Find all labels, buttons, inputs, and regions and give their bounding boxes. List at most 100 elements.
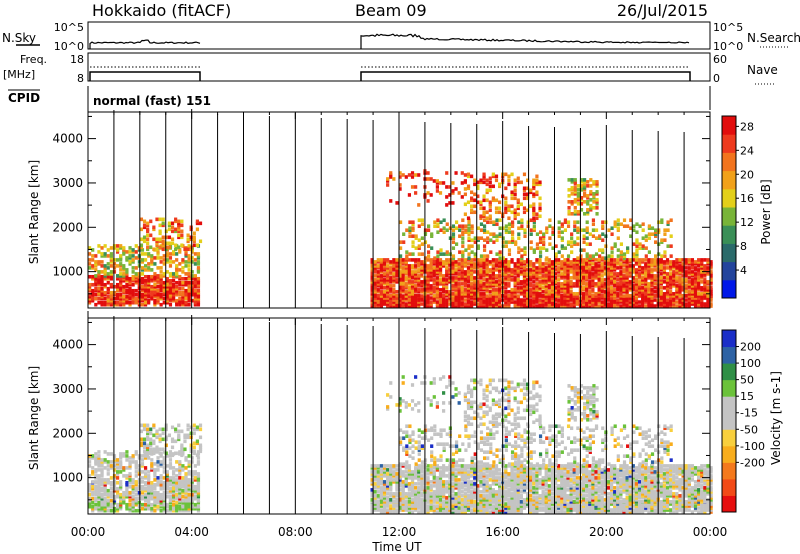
heatmap-cell bbox=[553, 264, 558, 268]
heatmap-cell bbox=[575, 264, 579, 268]
heatmap-cell bbox=[100, 294, 104, 299]
heatmap-cell bbox=[196, 252, 201, 256]
heatmap-cell bbox=[420, 288, 424, 292]
heatmap-cell bbox=[190, 484, 194, 489]
heatmap-cell bbox=[165, 290, 169, 295]
heatmap-cell bbox=[535, 246, 540, 250]
heatmap-cell bbox=[522, 302, 527, 306]
heatmap-cell bbox=[175, 494, 179, 499]
heatmap-cell bbox=[473, 288, 477, 292]
heatmap-cell bbox=[190, 480, 194, 484]
heatmap-cell bbox=[97, 250, 101, 254]
heatmap-cell bbox=[190, 282, 194, 287]
heatmap-cell bbox=[382, 294, 387, 298]
heatmap-cell bbox=[575, 284, 579, 288]
heatmap-cell bbox=[196, 302, 201, 307]
heatmap-cell bbox=[479, 214, 483, 219]
heatmap-cell bbox=[103, 498, 107, 503]
heatmap-cell bbox=[171, 486, 176, 491]
heatmap-cell bbox=[382, 274, 387, 278]
heatmap-cell bbox=[510, 204, 514, 209]
heatmap-cell bbox=[91, 484, 95, 489]
heatmap-cell bbox=[370, 260, 374, 264]
heatmap-cell bbox=[572, 274, 576, 278]
heatmap-cell bbox=[541, 300, 545, 304]
heatmap-cell bbox=[659, 260, 663, 264]
heatmap-cell bbox=[414, 234, 418, 238]
heatmap-cell bbox=[570, 192, 574, 196]
heatmap-cell bbox=[379, 284, 384, 288]
heatmap-cell bbox=[504, 240, 508, 244]
heatmap-cell bbox=[550, 260, 555, 264]
heatmap-cell bbox=[479, 178, 483, 183]
heatmap-cell bbox=[184, 482, 188, 487]
heatmap-cell bbox=[156, 460, 160, 464]
heatmap-cell bbox=[165, 298, 169, 303]
heatmap-cell bbox=[488, 216, 492, 221]
heatmap-cell bbox=[407, 264, 412, 268]
heatmap-cell bbox=[644, 266, 648, 270]
heatmap-cell bbox=[529, 278, 533, 282]
heatmap-cell bbox=[485, 190, 489, 195]
heatmap-cell bbox=[522, 276, 527, 280]
heatmap-cell bbox=[535, 304, 539, 308]
heatmap-cell bbox=[522, 172, 527, 177]
heatmap-cell bbox=[143, 252, 148, 256]
heatmap-cell bbox=[184, 456, 188, 460]
heatmap-cell bbox=[112, 262, 117, 266]
heatmap-cell bbox=[142, 443, 147, 448]
heatmap-cell bbox=[407, 276, 412, 280]
heatmap-cell bbox=[634, 280, 639, 284]
heatmap-cell bbox=[442, 510, 446, 514]
heatmap-cell bbox=[187, 492, 191, 497]
heatmap-cell bbox=[660, 254, 664, 258]
heatmap-cell bbox=[697, 280, 701, 284]
heatmap-cell bbox=[609, 282, 614, 286]
heatmap-cell bbox=[625, 262, 629, 266]
heatmap-cell bbox=[535, 274, 539, 278]
heatmap-cell bbox=[147, 262, 151, 266]
heatmap-cell bbox=[115, 300, 120, 305]
heatmap-cell bbox=[594, 272, 598, 276]
heatmap-cell bbox=[463, 192, 467, 197]
heatmap-cell bbox=[504, 268, 508, 272]
heatmap-cell bbox=[458, 234, 462, 238]
heatmap-cell bbox=[168, 480, 173, 485]
heatmap-cell bbox=[125, 298, 129, 303]
heatmap-cell bbox=[563, 298, 567, 302]
heatmap-cell bbox=[395, 262, 399, 266]
heatmap-cell bbox=[473, 282, 477, 286]
heatmap-cell bbox=[91, 508, 95, 513]
heatmap-cell bbox=[153, 278, 157, 283]
heatmap-cell bbox=[414, 246, 418, 250]
heatmap-cell bbox=[504, 278, 508, 282]
heatmap-cell bbox=[609, 286, 614, 290]
heatmap-cell bbox=[548, 224, 552, 229]
heatmap-cell bbox=[495, 238, 499, 242]
heatmap-cell bbox=[628, 264, 632, 268]
heatmap-cell bbox=[171, 274, 176, 278]
heatmap-cell bbox=[438, 502, 443, 506]
heatmap-cell bbox=[162, 460, 166, 464]
heatmap-cell bbox=[389, 286, 393, 290]
heatmap-cell bbox=[482, 300, 486, 304]
heatmap-cell bbox=[488, 510, 492, 514]
heatmap-cell bbox=[162, 506, 166, 511]
heatmap-cell bbox=[569, 298, 573, 302]
heatmap-cell bbox=[445, 274, 449, 278]
heatmap-cell bbox=[150, 458, 154, 462]
heatmap-cell bbox=[586, 210, 590, 214]
heatmap-cell bbox=[591, 280, 595, 284]
heatmap-cell bbox=[504, 298, 508, 302]
heatmap-cell bbox=[482, 278, 486, 282]
heatmap-cell bbox=[119, 280, 123, 285]
heatmap-cell bbox=[410, 502, 415, 506]
heatmap-cell bbox=[513, 510, 517, 514]
heatmap-cell bbox=[603, 272, 607, 276]
heatmap-cell bbox=[451, 234, 456, 238]
heatmap-cell bbox=[131, 508, 135, 513]
heatmap-cell bbox=[606, 266, 611, 270]
heatmap-cell bbox=[162, 274, 166, 278]
heatmap-cell bbox=[122, 302, 126, 307]
heatmap-cell bbox=[134, 292, 138, 297]
